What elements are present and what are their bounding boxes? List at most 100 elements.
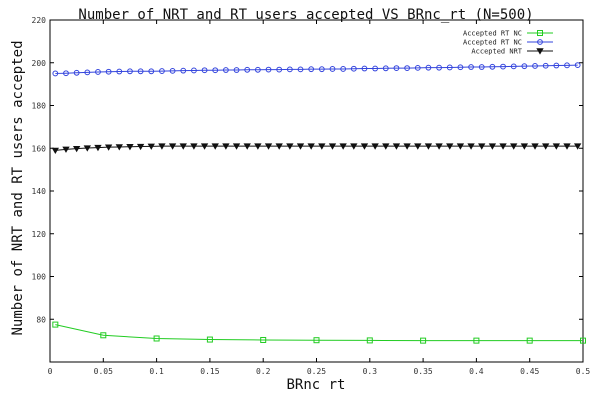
y-tick-label: 180 bbox=[32, 102, 47, 111]
data-point-circle bbox=[372, 65, 379, 72]
data-point-circle bbox=[254, 66, 261, 73]
x-tick-label: 0 bbox=[48, 367, 53, 376]
data-point-circle bbox=[222, 67, 229, 73]
data-point-square bbox=[52, 321, 59, 328]
data-point-circle bbox=[478, 64, 485, 70]
data-point-triangle bbox=[318, 143, 326, 150]
data-point-triangle bbox=[275, 143, 283, 150]
data-point-circle bbox=[244, 66, 251, 73]
data-point-triangle bbox=[232, 143, 241, 150]
data-point-triangle bbox=[531, 143, 539, 150]
series-1 bbox=[52, 321, 586, 344]
data-point-circle bbox=[404, 65, 411, 71]
data-point-circle bbox=[500, 63, 506, 70]
x-tick-label: 0.4 bbox=[469, 367, 484, 376]
data-point-triangle bbox=[573, 143, 582, 150]
x-tick-label: 0.15 bbox=[200, 367, 219, 376]
data-point-circle bbox=[318, 66, 325, 73]
data-point-square bbox=[366, 337, 373, 344]
data-point-circle bbox=[510, 63, 517, 70]
x-axis-ticks: 0 0.05 0.1 0.15 0.2 0.25 0.3 0.35 0.4 0.45 0.5 bbox=[48, 20, 590, 376]
data-point-circle bbox=[63, 70, 69, 77]
x-axis-label: BRnc rt bbox=[286, 377, 345, 393]
data-point-circle bbox=[564, 62, 570, 69]
data-point-circle bbox=[95, 69, 101, 75]
y-axis-ticks: 80 100 120 140 160 180 200 220 bbox=[32, 16, 583, 324]
data-point-circle bbox=[553, 62, 560, 69]
data-point-triangle bbox=[499, 143, 507, 150]
x-tick-label: 0.35 bbox=[413, 367, 432, 376]
data-point-circle bbox=[116, 68, 123, 75]
y-tick-label: 160 bbox=[32, 144, 47, 153]
data-point-triangle bbox=[72, 145, 81, 153]
data-point-circle bbox=[52, 70, 59, 77]
data-point-triangle bbox=[211, 143, 219, 150]
data-point-triangle bbox=[382, 143, 390, 150]
data-point-circle bbox=[169, 67, 176, 74]
x-tick-label: 0.25 bbox=[307, 367, 326, 376]
series-line bbox=[55, 64, 578, 74]
y-tick-label: 140 bbox=[32, 187, 47, 196]
data-point-triangle bbox=[350, 143, 358, 150]
data-point-triangle bbox=[371, 143, 379, 150]
data-point-triangle bbox=[414, 143, 422, 150]
data-point-square bbox=[100, 332, 107, 339]
y-tick-label: 200 bbox=[32, 59, 47, 68]
data-point-circle bbox=[393, 65, 400, 71]
data-point-triangle bbox=[200, 143, 209, 150]
data-point-triangle bbox=[104, 144, 113, 151]
data-point-triangle bbox=[536, 48, 544, 55]
data-point-triangle bbox=[83, 145, 91, 152]
data-point-circle bbox=[542, 62, 549, 69]
data-point-square bbox=[260, 336, 267, 343]
data-point-circle bbox=[350, 65, 357, 72]
data-point-triangle bbox=[264, 143, 273, 150]
data-point-circle bbox=[436, 64, 442, 71]
data-point-square bbox=[580, 337, 586, 344]
data-point-triangle bbox=[190, 143, 198, 150]
legend-label: Accepted NRT bbox=[471, 48, 522, 56]
data-point-triangle bbox=[222, 143, 230, 150]
legend-label: Accepted RT NC bbox=[463, 39, 522, 47]
x-tick-label: 0.45 bbox=[520, 367, 539, 376]
y-axis-label: Number of NRT and RT users accepted bbox=[10, 40, 26, 335]
data-point-circle bbox=[574, 62, 581, 69]
data-point-circle bbox=[127, 68, 133, 75]
data-point-circle bbox=[489, 63, 496, 70]
data-point-square bbox=[153, 335, 160, 342]
x-tick-label: 0.3 bbox=[363, 367, 378, 376]
data-point-triangle bbox=[168, 143, 177, 150]
data-point-circle bbox=[137, 68, 144, 75]
legend-label: Accepted RT NC bbox=[463, 30, 522, 38]
data-point-circle bbox=[537, 39, 543, 45]
series-line bbox=[55, 324, 583, 342]
data-point-circle bbox=[265, 66, 272, 73]
data-point-triangle bbox=[446, 143, 454, 150]
data-point-circle bbox=[457, 64, 464, 71]
series-layer bbox=[51, 62, 586, 344]
x-tick-label: 0.2 bbox=[256, 367, 271, 376]
data-point-triangle bbox=[158, 143, 166, 150]
data-point-circle bbox=[233, 67, 240, 73]
data-point-triangle bbox=[424, 143, 433, 150]
data-point-circle bbox=[191, 67, 197, 74]
data-point-triangle bbox=[136, 143, 145, 151]
y-tick-label: 120 bbox=[32, 230, 47, 239]
data-point-triangle bbox=[254, 143, 262, 150]
data-point-circle bbox=[180, 67, 187, 74]
y-tick-label: 220 bbox=[32, 16, 47, 25]
data-point-triangle bbox=[510, 143, 518, 150]
data-point-triangle bbox=[147, 143, 155, 150]
data-point-triangle bbox=[115, 144, 123, 151]
data-point-circle bbox=[212, 67, 219, 74]
data-point-triangle bbox=[296, 143, 305, 150]
y-tick-label: 100 bbox=[32, 273, 47, 282]
x-tick-label: 0.5 bbox=[576, 367, 590, 376]
data-point-triangle bbox=[328, 143, 337, 150]
data-point-circle bbox=[105, 68, 112, 75]
y-tick-label: 80 bbox=[36, 315, 46, 324]
data-point-circle bbox=[425, 64, 432, 71]
data-point-triangle bbox=[286, 143, 294, 150]
series-3 bbox=[51, 143, 582, 154]
data-point-circle bbox=[382, 65, 389, 72]
